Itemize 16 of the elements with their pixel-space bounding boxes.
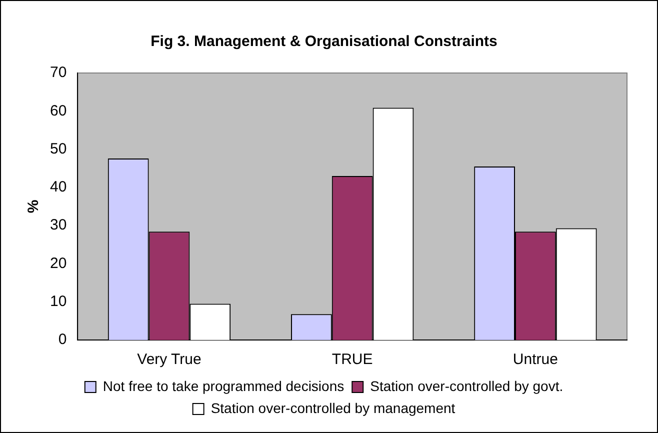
chart-title: Fig 3. Management & Organisational Constraints: [150, 33, 498, 50]
y-tick-label: 50: [50, 140, 67, 158]
y-tick-label: 30: [50, 216, 67, 234]
legend-label: Not free to take programmed decisions: [102, 378, 344, 394]
x-tick-label: TRUE: [332, 351, 373, 368]
x-tick-label: Untrue: [512, 351, 558, 368]
y-tick-label: 20: [50, 254, 67, 272]
y-tick-label: 60: [50, 102, 67, 120]
legend-label: Station over-controlled by management: [210, 400, 456, 416]
x-tick-label: Very True: [137, 351, 202, 368]
y-tick-label: 0: [58, 331, 67, 348]
y-axis-title: %: [25, 200, 42, 214]
y-tick-label: 10: [50, 293, 67, 310]
y-tick-label: 70: [50, 64, 67, 82]
legend-label: Station over-controlled by govt.: [370, 378, 564, 394]
y-tick-label: 40: [50, 178, 67, 196]
